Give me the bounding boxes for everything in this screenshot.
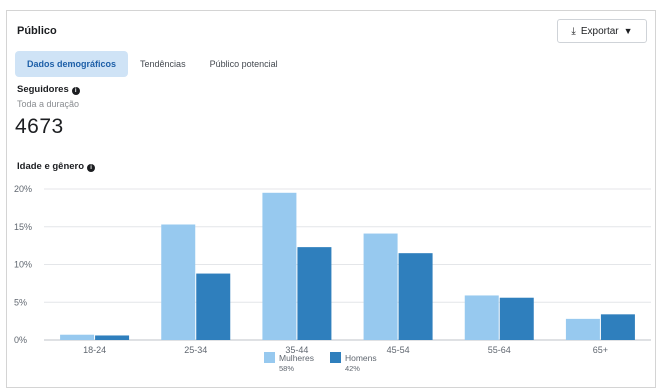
followers-heading: Seguidores i <box>17 84 80 95</box>
x-tick-label: 25-34 <box>184 345 207 355</box>
y-tick-label: 5% <box>14 297 27 307</box>
legend-label-women: Mulheres <box>279 352 314 363</box>
x-tick-label: 18-24 <box>83 345 106 355</box>
legend-swatch-women <box>264 352 275 363</box>
page-title: Público <box>17 25 57 37</box>
bar-men-35-44[interactable] <box>297 247 332 340</box>
y-tick-label: 10% <box>14 260 32 270</box>
x-tick-label: 35-44 <box>285 345 308 355</box>
tab-potential-audience[interactable]: Público potencial <box>209 59 278 69</box>
caret-down-icon: ▼ <box>623 26 633 36</box>
tab-demographics[interactable]: Dados demográficos <box>15 51 129 77</box>
x-tick-label: 45-54 <box>387 345 410 355</box>
legend-item-women[interactable]: Mulheres 58% <box>264 352 314 373</box>
age-gender-heading: Idade e gênero i <box>17 161 96 172</box>
y-tick-label: 0% <box>14 335 27 345</box>
export-label: Exportar <box>580 25 619 37</box>
legend-swatch-men <box>329 352 341 363</box>
bar-men-55-64[interactable] <box>499 297 534 340</box>
x-tick-label: 55-64 <box>488 345 511 355</box>
tab-trends[interactable]: Tendências <box>140 59 186 69</box>
bar-women-25-34[interactable] <box>161 224 196 340</box>
info-icon[interactable]: i <box>87 164 96 172</box>
download-icon: ⤓ <box>571 25 576 37</box>
followers-count: 4673 <box>15 115 64 138</box>
tab-bar: Dados demográficos Tendências Público po… <box>15 51 290 77</box>
legend-item-men[interactable]: Homens 42% <box>329 352 377 373</box>
bar-women-55-64[interactable] <box>464 295 499 340</box>
followers-label: Seguidores <box>17 84 69 95</box>
bar-women-45-54[interactable] <box>363 233 398 340</box>
y-tick-label: 20% <box>14 184 32 194</box>
export-button[interactable]: ⤓ Exportar ▼ <box>557 19 647 43</box>
bar-men-25-34[interactable] <box>196 273 231 340</box>
age-gender-label: Idade e gênero <box>17 161 85 172</box>
chart-legend: Mulheres 58% Homens 42% <box>264 352 377 373</box>
x-tick-label: 65+ <box>593 345 608 355</box>
legend-label-men: Homens <box>344 352 377 363</box>
followers-sublabel: Toda a duração <box>17 99 80 109</box>
bar-men-45-54[interactable] <box>398 253 433 340</box>
bar-women-18-24[interactable] <box>60 334 95 340</box>
y-tick-label: 15% <box>14 222 32 232</box>
bar-women-35-44[interactable] <box>262 192 297 340</box>
bar-men-18-24[interactable] <box>95 335 130 340</box>
legend-share-men: 42% <box>344 364 360 373</box>
legend-share-women: 58% <box>279 364 295 373</box>
bar-men-65+[interactable] <box>600 314 635 340</box>
info-icon[interactable]: i <box>71 87 80 95</box>
bar-women-65+[interactable] <box>565 318 600 340</box>
